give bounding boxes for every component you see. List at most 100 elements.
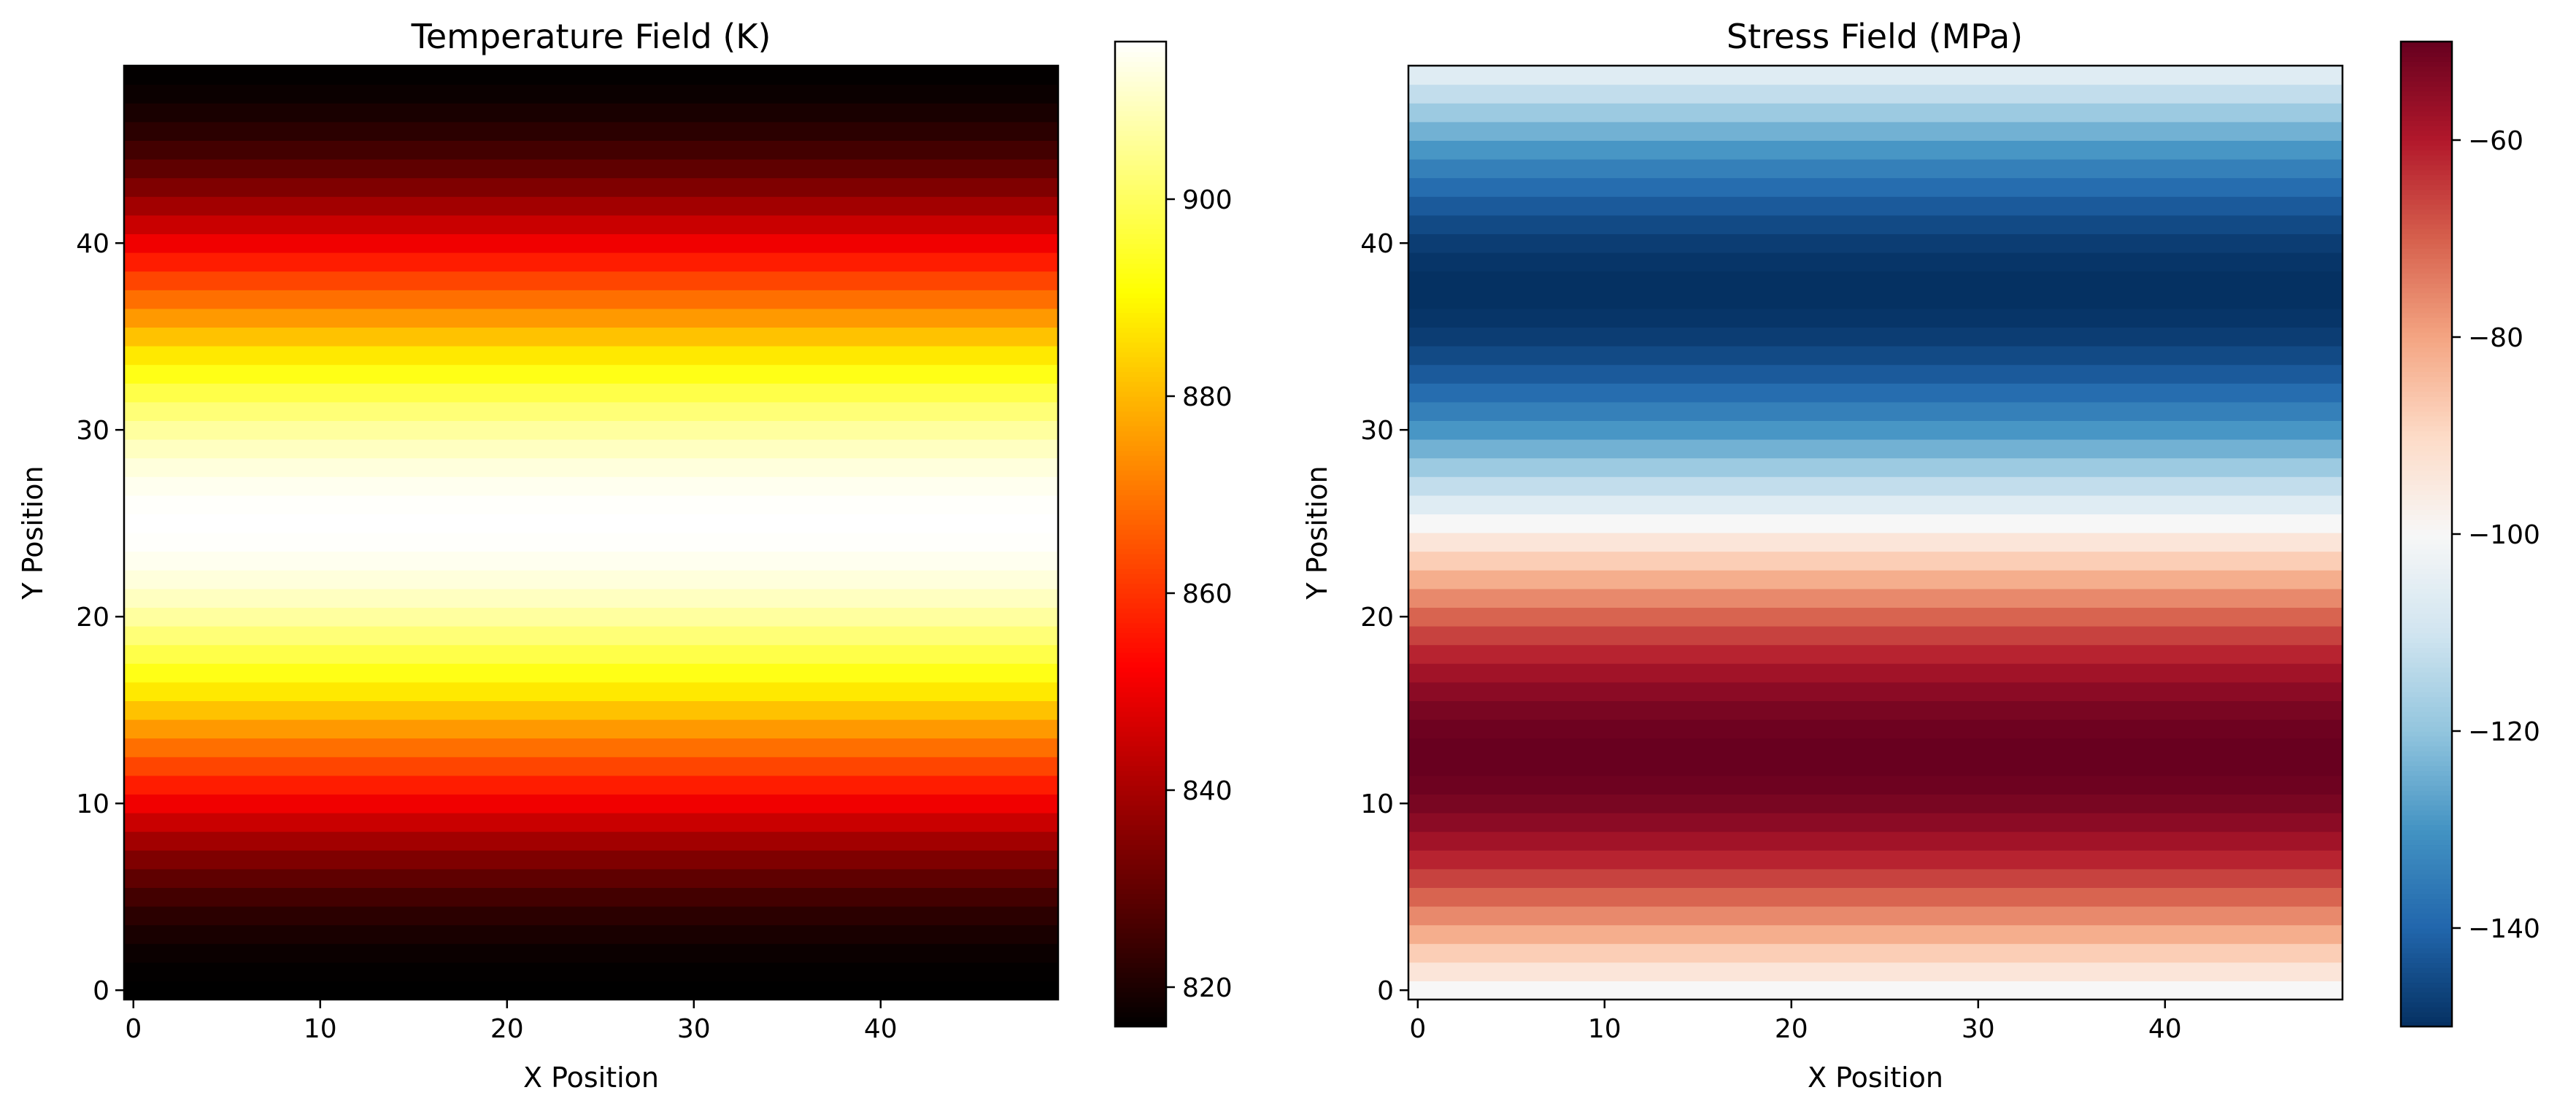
colorbar-segment [2401,169,2452,176]
colorbar-segment [1115,495,1166,500]
x-tick-label: 30 [1962,1014,1995,1044]
colorbar-segment [2401,627,2452,633]
colorbar-segment [2401,554,2452,560]
colorbar-segment [2401,834,2452,840]
x-tick-label: 0 [1409,1014,1426,1044]
colorbar-segment [2401,253,2452,259]
colorbar-segment [2401,814,2452,821]
colorbar-segment [2401,716,2452,722]
heatmap-row [1408,588,2342,608]
colorbar-segment [1115,239,1166,244]
colorbar-segment [2401,278,2452,284]
heatmap-row [1408,719,2342,739]
heatmap-row [124,290,1058,309]
colorbar-segment [2401,657,2452,663]
heatmap-row [124,196,1058,216]
colorbar-segment [2401,223,2452,230]
colorbar-segment [1115,504,1166,511]
colorbar-segment [2401,583,2452,590]
colorbar-segment [2401,534,2452,540]
colorbar-segment [2401,209,2452,215]
colorbar-segment [2401,726,2452,732]
colorbar-segment [1115,992,1166,998]
colorbar-segment [1115,642,1166,649]
colorbar-segment [2401,972,2452,978]
heatmap-row [124,868,1058,888]
heatmap-row [124,271,1058,290]
colorbar-segment [2401,573,2452,579]
heatmap-row [1408,663,2342,683]
colorbar-segment [1115,549,1166,554]
colorbar-segment [1115,287,1166,294]
heatmap-row [124,738,1058,757]
stress-x-axis-label: X Position [1808,1062,1943,1094]
colorbar-segment [1115,357,1166,363]
stress-chart-title: Stress Field (MPa) [1727,17,2023,56]
colorbar-segment [1115,662,1166,668]
heatmap-row [124,103,1058,123]
colorbar-segment [1115,617,1166,624]
colorbar-segment [1115,499,1166,506]
colorbar-segment [2401,898,2452,905]
heatmap-row [1408,738,2342,757]
colorbar-segment [2401,352,2452,357]
heatmap-row [124,570,1058,590]
colorbar-segment [2401,859,2452,865]
colorbar-segment [1115,169,1166,176]
colorbar-segment [2401,484,2452,491]
colorbar-segment [1115,765,1166,771]
colorbar-segment [2401,164,2452,171]
colorbar-segment [1115,341,1166,348]
colorbar-segment [2401,810,2452,816]
colorbar-segment [1115,514,1166,520]
colorbar-segment [1115,322,1166,328]
heatmap-row [1408,514,2342,533]
colorbar-segment [1115,164,1166,171]
colorbar-segment [1115,298,1166,304]
colorbar-segment [2401,869,2452,875]
heatmap-row [1408,794,2342,813]
heatmap-row [1408,813,2342,832]
colorbar-segment [1115,711,1166,717]
colorbar-segment [1115,465,1166,471]
colorbar-segment [1115,948,1166,954]
heatmap-row [124,775,1058,795]
heatmap-row [124,383,1058,403]
heatmap-row [124,327,1058,347]
colorbar-segment [1115,228,1166,235]
colorbar-segment [2401,701,2452,708]
colorbar-segment [2401,475,2452,481]
colorbar-segment [2401,61,2452,67]
colorbar-segment [1115,568,1166,574]
colorbar-segment [1115,470,1166,476]
colorbar-segment [2401,155,2452,161]
colorbar-segment [1115,805,1166,811]
colorbar-segment [1115,282,1166,289]
colorbar-segment [1115,795,1166,801]
colorbar-segment [2401,490,2452,495]
colorbar-segment [1115,681,1166,688]
colorbar-segment [1115,790,1166,796]
colorbar-segment [2401,450,2452,456]
colorbar-tick-label: −60 [2468,126,2523,156]
x-tick-label: 0 [125,1014,142,1044]
colorbar-segment [2401,357,2452,363]
colorbar-segment [2401,1007,2452,1013]
heatmap-row [1408,327,2342,347]
colorbar-tick-label: 900 [1182,185,1233,215]
colorbar-segment [1115,352,1166,357]
colorbar-segment [2401,928,2452,934]
heatmap-row [124,831,1058,851]
colorbar-segment [1115,302,1166,309]
x-tick-label: 30 [677,1014,711,1044]
heatmap-row [1408,66,2342,85]
colorbar-segment [1115,943,1166,948]
colorbar-segment [2401,312,2452,318]
colorbar-segment [2401,844,2452,850]
colorbar-segment [1115,800,1166,806]
colorbar-segment [1115,755,1166,762]
colorbar-segment [1115,484,1166,491]
colorbar-segment [2401,460,2452,466]
colorbar-segment [2401,839,2452,846]
